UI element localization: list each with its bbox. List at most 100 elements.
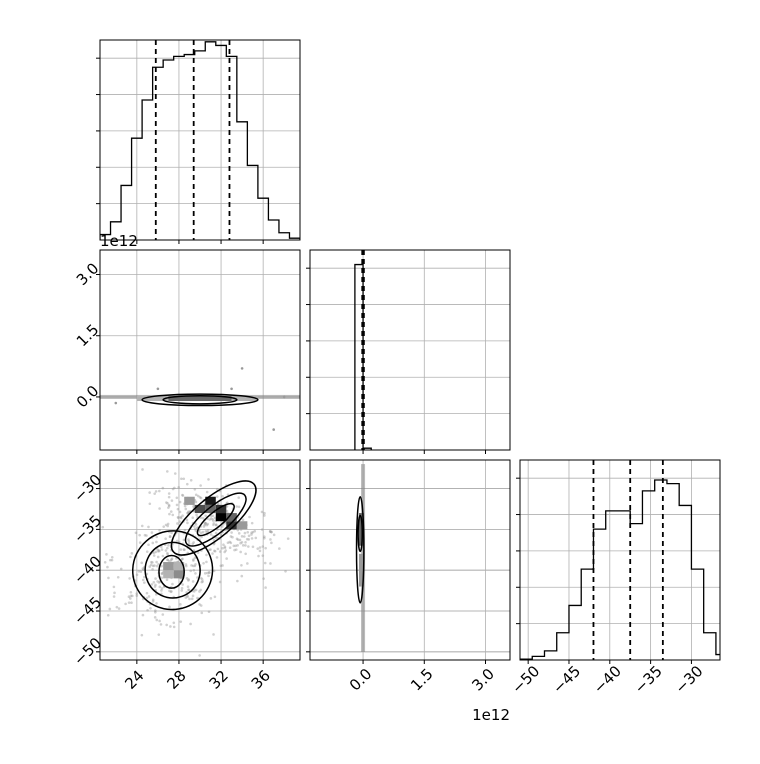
density-cell bbox=[358, 513, 364, 546]
scatter-point bbox=[177, 516, 180, 520]
histogram-steps bbox=[520, 479, 720, 660]
scatter-point bbox=[173, 472, 177, 475]
scatter-point bbox=[181, 514, 184, 518]
scatter-point bbox=[154, 583, 157, 587]
scatter-point bbox=[187, 579, 190, 582]
panel-frame bbox=[309, 249, 511, 451]
scatter-point bbox=[198, 496, 202, 499]
scatter-point bbox=[151, 564, 155, 568]
scatter-point bbox=[168, 535, 172, 538]
scatter-point bbox=[201, 580, 204, 583]
scatter-point bbox=[184, 596, 188, 599]
scatter-point bbox=[161, 613, 165, 616]
scatter-point bbox=[224, 549, 228, 552]
scatter-point bbox=[196, 494, 200, 498]
scatter-point bbox=[236, 544, 239, 547]
scatter-point bbox=[240, 540, 244, 544]
histogram-bar bbox=[655, 480, 667, 660]
scatter-point bbox=[129, 590, 133, 594]
contour-line bbox=[357, 514, 363, 553]
scatter-point bbox=[170, 499, 174, 502]
scatter-point bbox=[145, 550, 149, 553]
scatter-point bbox=[250, 537, 254, 540]
scatter-point bbox=[235, 537, 239, 541]
scatter-point bbox=[199, 604, 203, 607]
histogram-bar bbox=[606, 511, 618, 660]
scatter-point bbox=[187, 588, 191, 592]
scatter-point bbox=[247, 534, 251, 538]
scatter-point bbox=[223, 545, 227, 548]
scatter-point bbox=[157, 549, 161, 553]
scatter-point bbox=[158, 528, 161, 532]
offset-label-x: 1e12 bbox=[472, 706, 510, 724]
scatter-point bbox=[162, 525, 166, 528]
scatter-point bbox=[165, 578, 169, 582]
scatter-point bbox=[157, 549, 160, 553]
scatter-point bbox=[205, 490, 209, 494]
x-tick-label: 0.0 bbox=[346, 665, 376, 695]
density-cell bbox=[194, 504, 206, 514]
scatter-point bbox=[207, 571, 211, 574]
scatter-point bbox=[135, 592, 139, 595]
scatter-point bbox=[231, 535, 234, 539]
offset-label-y: 1e12 bbox=[100, 232, 138, 250]
scatter-point bbox=[201, 530, 205, 534]
scatter-point bbox=[262, 577, 265, 580]
scatter-point bbox=[157, 581, 161, 584]
density-cell bbox=[231, 396, 258, 402]
histogram-bar bbox=[226, 56, 237, 240]
scatter-point bbox=[129, 594, 133, 598]
scatter-point bbox=[214, 531, 218, 535]
scatter-point bbox=[151, 568, 154, 571]
scatter-point bbox=[158, 507, 161, 510]
scatter-point bbox=[164, 523, 168, 527]
scatter-point bbox=[116, 575, 120, 579]
panel-frame bbox=[99, 39, 301, 241]
panel-hist1 bbox=[96, 39, 301, 244]
density-cell bbox=[173, 570, 185, 579]
scatter-point bbox=[250, 531, 253, 535]
scatter-point bbox=[172, 625, 176, 629]
scatter-point bbox=[167, 506, 170, 509]
scatter-point bbox=[155, 540, 158, 544]
scatter-point bbox=[246, 562, 249, 565]
x-tick-label: 32 bbox=[206, 667, 232, 693]
scatter-point bbox=[226, 541, 230, 545]
scatter-point bbox=[110, 558, 114, 562]
scatter-point bbox=[152, 581, 156, 584]
histogram-bar bbox=[679, 505, 691, 660]
scatter-point bbox=[228, 540, 232, 544]
scatter-point bbox=[211, 519, 215, 522]
scatter-point bbox=[184, 563, 188, 566]
scatter-point bbox=[205, 553, 208, 557]
scatter-point bbox=[158, 585, 162, 589]
scatter-point bbox=[211, 518, 214, 521]
panel-scatter32: 0.0 1.5 3.0 bbox=[306, 459, 511, 695]
scatter-point bbox=[140, 633, 144, 637]
scatter-point bbox=[181, 493, 184, 497]
scatter-point bbox=[225, 557, 228, 560]
scatter-point bbox=[250, 533, 253, 536]
scatter-point bbox=[206, 571, 209, 575]
scatter-point bbox=[199, 496, 203, 500]
scatter-point bbox=[160, 589, 163, 592]
scatter-point bbox=[194, 493, 198, 497]
scatter-point bbox=[156, 387, 160, 391]
scatter-point bbox=[186, 595, 189, 599]
panel-content bbox=[520, 460, 720, 660]
panel-content bbox=[100, 40, 300, 240]
scatter-point bbox=[229, 541, 233, 545]
scatter-point bbox=[182, 538, 186, 542]
scatter-point bbox=[170, 557, 174, 561]
scatter-point bbox=[155, 535, 159, 539]
scatter-point bbox=[175, 539, 179, 543]
contour-line bbox=[131, 530, 214, 611]
x-tick-label: 1.5 bbox=[407, 665, 437, 695]
scatter-point bbox=[185, 482, 189, 486]
scatter-point bbox=[264, 586, 267, 589]
scatter-point bbox=[212, 569, 216, 573]
scatter-point bbox=[203, 522, 207, 525]
scatter-point bbox=[182, 477, 186, 481]
scatter-point bbox=[156, 555, 160, 559]
